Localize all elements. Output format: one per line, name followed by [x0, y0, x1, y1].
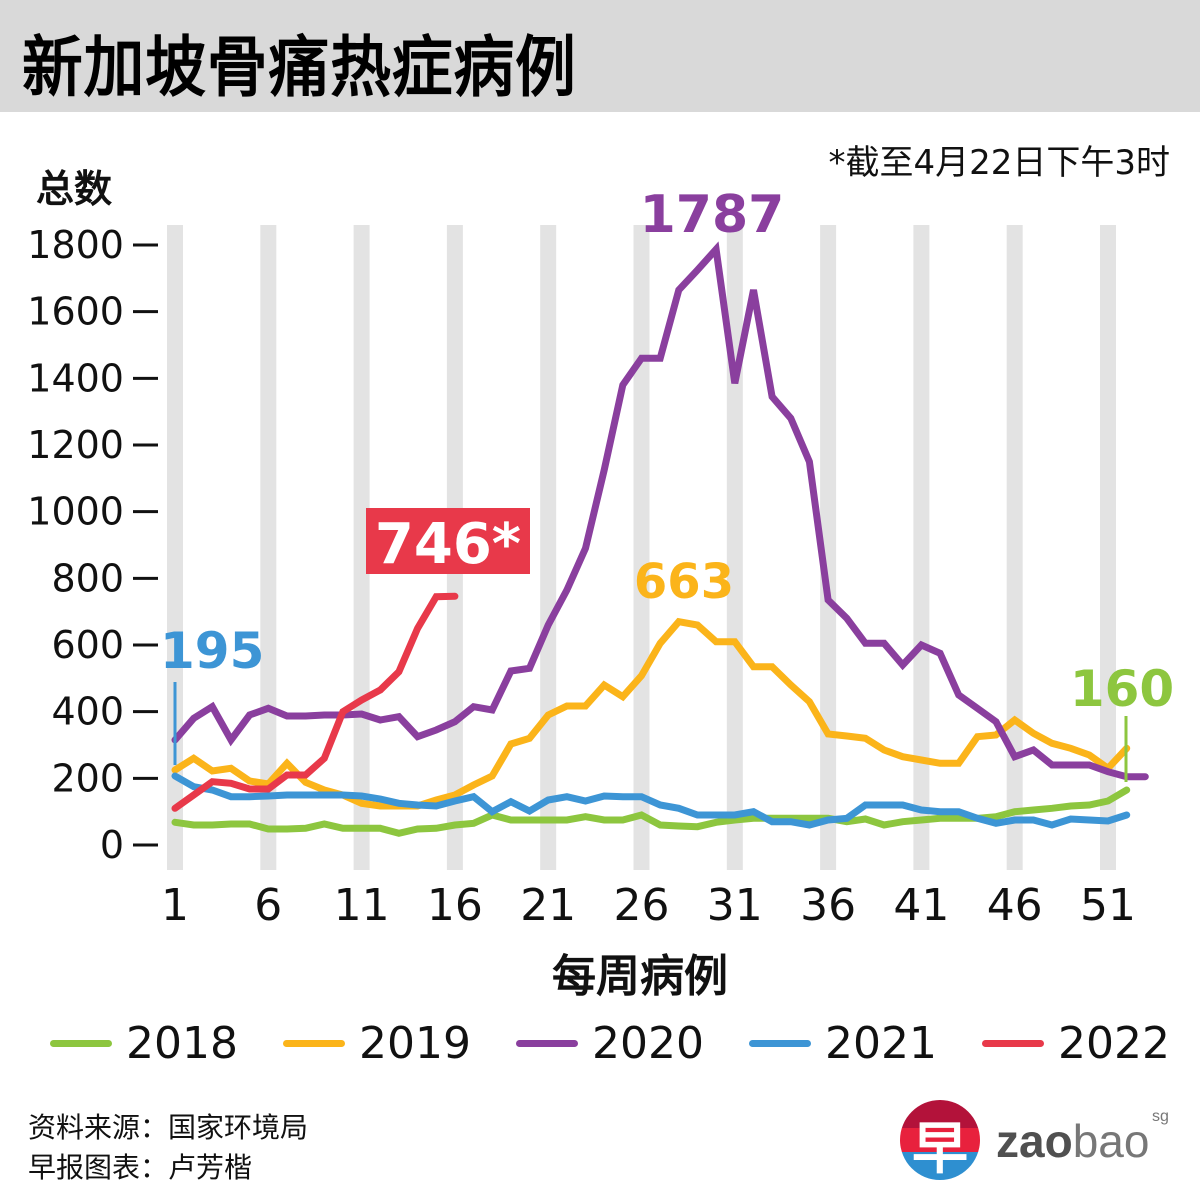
x-tick-label: 21 [520, 880, 576, 931]
data-source: 资料来源：国家环境局 [28, 1111, 309, 1144]
x-tick-label: 41 [893, 880, 949, 931]
x-tick-label: 31 [707, 880, 763, 931]
logo-suffix: sg [1152, 1108, 1169, 1125]
legend-item-2021: 2021 [749, 1018, 937, 1069]
x-tick-label: 16 [427, 880, 483, 931]
data-cutoff-note: *截至4月22日下午3时 [828, 143, 1170, 183]
chart-title: 新加坡骨痛热症病例 [22, 29, 577, 106]
legend-label-2019: 2019 [359, 1018, 471, 1069]
x-axis-label: 每周病例 [552, 951, 728, 1002]
y-tick-label: 200 [51, 756, 124, 800]
y-tick-label: 1400 [27, 356, 124, 400]
legend-swatch-2022 [982, 1040, 1044, 1047]
series-line-2022 [171, 592, 459, 812]
x-tick-label: 46 [987, 880, 1043, 931]
logo-wordmark: zaobao [996, 1114, 1149, 1168]
week-band-21 [540, 225, 557, 870]
legend-swatch-2019 [283, 1040, 345, 1047]
week-band-36 [820, 225, 837, 870]
legend-label-2018: 2018 [126, 1018, 238, 1069]
y-tick-label: 1000 [27, 490, 124, 534]
annotation-2018: 160 [1070, 660, 1174, 718]
x-tick-label: 6 [254, 880, 282, 931]
x-tick-label: 1 [161, 880, 189, 931]
legend-label-2022: 2022 [1058, 1018, 1170, 1069]
week-band-26 [633, 225, 650, 870]
x-tick-label: 26 [614, 880, 670, 931]
week-band-41 [913, 225, 930, 870]
y-tick-label: 1600 [27, 290, 124, 334]
y-tick-label: 1200 [27, 423, 124, 467]
y-tick-label: 400 [51, 690, 124, 734]
logo-text-bold: zao [996, 1115, 1073, 1167]
annotation-2021: 195 [160, 622, 264, 680]
annotation-box-2022 [366, 508, 530, 574]
header-bar: 新加坡骨痛热症病例 [0, 0, 1200, 112]
week-band-46 [1006, 225, 1023, 870]
x-tick-label: 51 [1080, 880, 1136, 931]
legend-label-2020: 2020 [592, 1018, 704, 1069]
legend-label-2021: 2021 [825, 1018, 937, 1069]
week-band-1 [167, 225, 183, 870]
source-credits: 资料来源：国家环境局 早报图表：卢芳楷 [28, 1108, 308, 1188]
annotation-2020: 1787 [640, 185, 785, 245]
y-tick-label: 1800 [27, 223, 124, 267]
series-line-2020 [171, 241, 1149, 781]
legend-item-2022: 2022 [982, 1018, 1170, 1069]
zaobao-logo: 早 zaobao sg [900, 1100, 1180, 1190]
x-tick-label: 36 [800, 880, 856, 931]
week-band-51 [1100, 225, 1116, 870]
x-tick-label: 11 [334, 880, 390, 931]
logo-glyph: 早 [912, 1116, 968, 1180]
legend-swatch-2020 [516, 1040, 578, 1047]
logo-text-light: bao [1072, 1115, 1150, 1167]
graphic-credit: 早报图表：卢芳楷 [28, 1151, 253, 1184]
y-tick-label: 0 [100, 823, 124, 867]
week-band-11 [353, 225, 370, 870]
legend: 2018 2019 2020 2021 2022 [50, 1018, 1170, 1069]
y-tick-label: 800 [51, 556, 124, 600]
legend-item-2019: 2019 [283, 1018, 471, 1069]
week-band-31 [726, 225, 743, 870]
logo-emblem: 早 [900, 1100, 980, 1180]
y-tick-label: 600 [51, 623, 124, 667]
series-line-2021 [171, 772, 1131, 829]
annotation-2022: 746* [375, 512, 521, 577]
legend-item-2020: 2020 [516, 1018, 704, 1069]
legend-item-2018: 2018 [50, 1018, 238, 1069]
legend-swatch-2021 [749, 1040, 811, 1047]
legend-swatch-2018 [50, 1040, 112, 1047]
y-axis-label: 总数 [36, 167, 113, 211]
annotation-2019: 663 [634, 554, 734, 610]
